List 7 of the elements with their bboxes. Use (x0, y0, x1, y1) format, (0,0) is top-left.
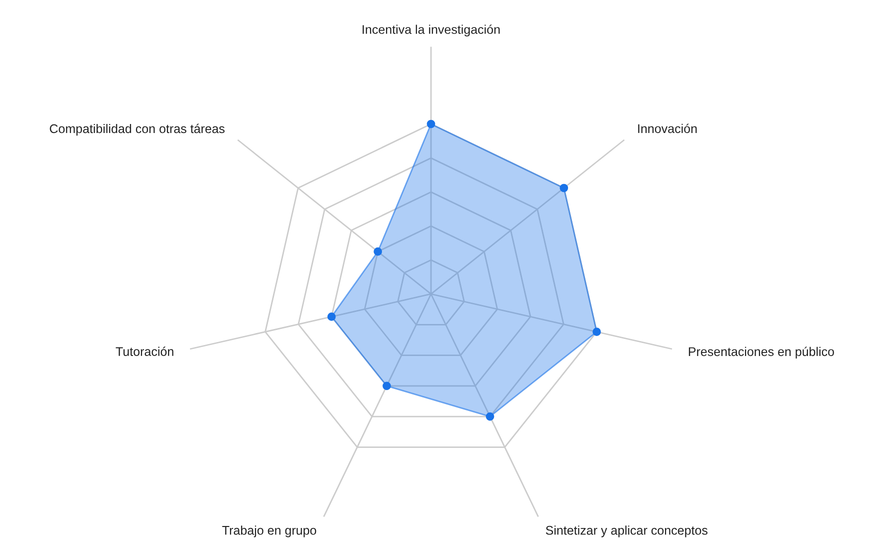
spoke-label: Presentaciones en público (688, 346, 834, 359)
spoke-label: Trabajo en grupo (222, 526, 316, 538)
spoke-label: Innovación (638, 124, 697, 134)
spoke-label: Tutoración (116, 346, 174, 356)
spoke-label: Compatibilidad con otras táreas (50, 124, 225, 136)
spoke-label: Incentiva la investigación (362, 24, 500, 36)
spoke-label: Sintetizar y aplicar conceptos (546, 526, 708, 538)
